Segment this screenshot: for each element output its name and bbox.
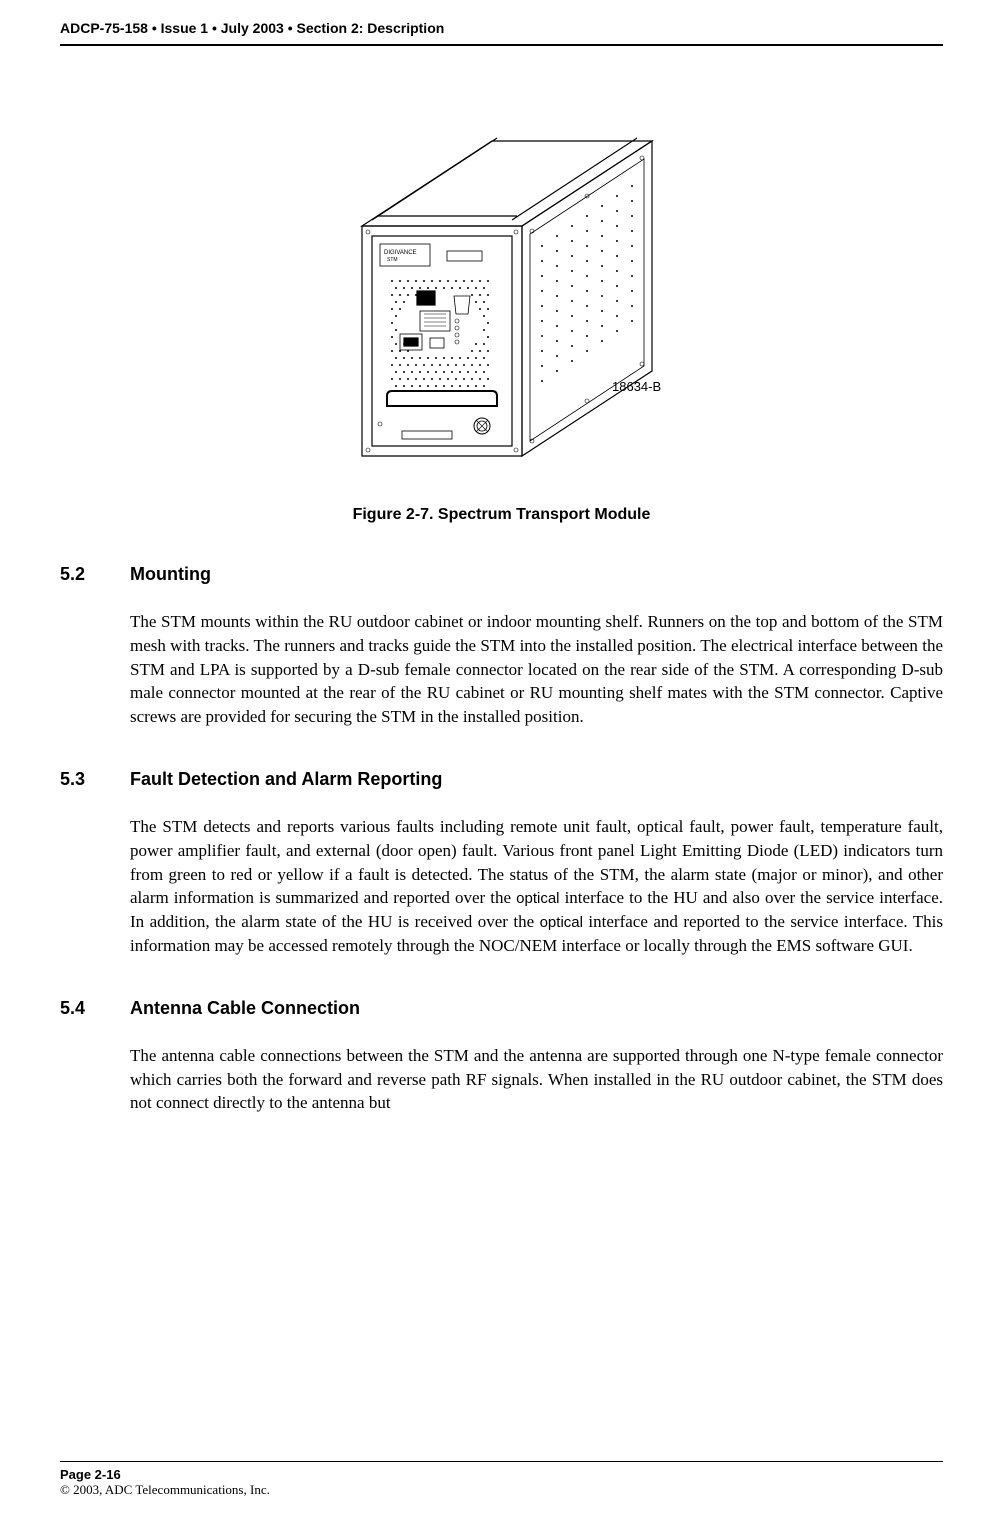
heading-title: Antenna Cable Connection <box>130 998 360 1019</box>
heading-title: Fault Detection and Alarm Reporting <box>130 769 442 790</box>
heading-number: 5.4 <box>60 998 130 1019</box>
footer-page-number: Page 2-16 <box>60 1467 943 1482</box>
figure-caption: Figure 2-7. Spectrum Transport Module <box>0 506 1003 524</box>
page-header: ADCP-75-158 • Issue 1 • July 2003 • Sect… <box>0 0 1003 44</box>
footer-rule <box>60 1461 943 1462</box>
figure-label: 18634-B <box>612 379 661 394</box>
svg-text:DIGIVANCE: DIGIVANCE <box>384 250 417 256</box>
section-heading-5-2: 5.2 Mounting <box>0 564 1003 585</box>
heading-title: Mounting <box>130 564 211 585</box>
section-body-5-3: The STM detects and reports various faul… <box>0 815 1003 958</box>
figure-container: DIGIVANCE STM <box>0 96 1003 481</box>
section-body-5-2: The STM mounts within the RU outdoor cab… <box>0 610 1003 729</box>
stm-module-illustration: DIGIVANCE STM <box>292 96 712 476</box>
header-rule <box>60 44 943 46</box>
section-heading-5-4: 5.4 Antenna Cable Connection <box>0 998 1003 1019</box>
heading-number: 5.3 <box>60 769 130 790</box>
page-footer: Page 2-16 © 2003, ADC Telecommunications… <box>60 1461 943 1498</box>
svg-text:STM: STM <box>387 257 398 263</box>
heading-number: 5.2 <box>60 564 130 585</box>
footer-copyright: © 2003, ADC Telecommunications, Inc. <box>60 1482 943 1498</box>
section-body-5-4: The antenna cable connections between th… <box>0 1044 1003 1115</box>
section-heading-5-3: 5.3 Fault Detection and Alarm Reporting <box>0 769 1003 790</box>
